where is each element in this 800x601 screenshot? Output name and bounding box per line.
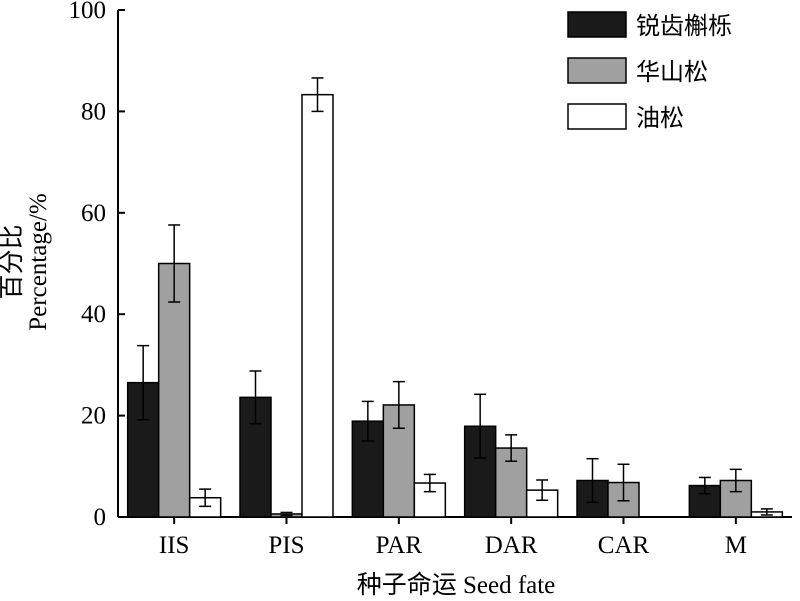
y-tick-label: 100 [69,0,107,24]
bars [126,77,784,518]
y-ticks: 0 20 40 60 80 100 [69,0,125,531]
y-tick-label: 40 [81,301,106,328]
y-tick-label: 0 [94,504,107,531]
x-tick-label: PIS [268,532,304,559]
x-axis-title: 种子命运 Seed fate [357,571,556,599]
bar [239,396,272,518]
legend-swatch [567,57,627,84]
y-tick-label: 60 [81,200,106,227]
axes [117,10,792,518]
x-tick-label: CAR [598,532,650,559]
y-tick-label: 80 [81,98,106,125]
x-tick-label: IIS [159,532,190,559]
y-axis-title: Percentage/% [25,193,52,330]
y-axis-title-cn: 百分比 [0,224,26,299]
bar [301,93,334,518]
x-tick-label: M [725,532,747,559]
y-tick-label: 20 [81,403,106,430]
legend-label: 锐齿槲栎 [636,12,732,40]
x-tick-label: DAR [485,532,538,559]
legend-label: 华山松 [636,58,708,86]
legend-swatch [567,11,627,38]
legend-swatch [567,103,627,130]
bar [157,262,191,518]
x-tick-label: PAR [376,532,423,559]
legend-label: 油松 [636,104,684,132]
x-ticks: IIS PIS PAR DAR CAR M [159,517,747,559]
